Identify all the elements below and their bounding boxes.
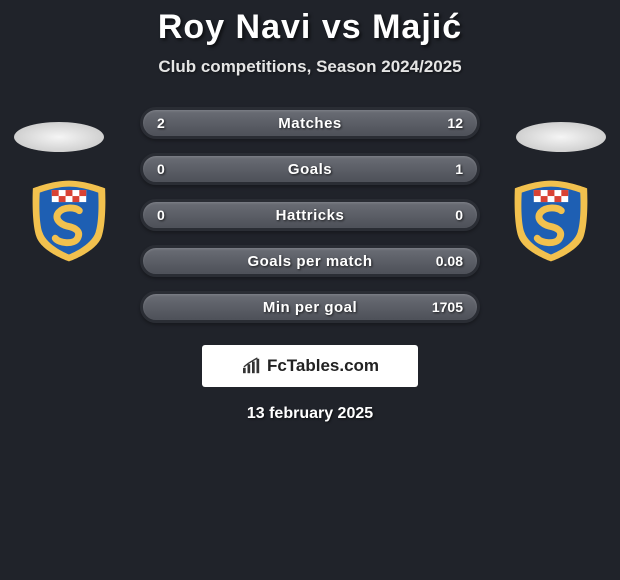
- stat-label: Hattricks: [276, 207, 345, 224]
- shield-icon: [26, 178, 112, 264]
- stat-label: Min per goal: [263, 299, 357, 316]
- stat-right-value: 0: [455, 207, 463, 223]
- stat-label: Matches: [278, 115, 342, 132]
- stats-container: 2 Matches 12 0 Goals 1 0 Hattricks 0 Goa…: [140, 107, 480, 323]
- stat-left-value: 0: [157, 161, 165, 177]
- stat-right-value: 1705: [432, 299, 463, 315]
- stat-right-value: 0.08: [436, 253, 463, 269]
- club-logo-left: [26, 178, 112, 264]
- stat-row-hattricks: 0 Hattricks 0: [140, 199, 480, 231]
- page-title: Roy Navi vs Majić: [0, 8, 620, 47]
- stat-left-value: 0: [157, 207, 165, 223]
- stat-row-min-per-goal: Min per goal 1705: [140, 291, 480, 323]
- stat-row-goals-per-match: Goals per match 0.08: [140, 245, 480, 277]
- stat-left-value: 2: [157, 115, 165, 131]
- stat-right-value: 1: [455, 161, 463, 177]
- stat-label: Goals: [288, 161, 332, 178]
- stat-label: Goals per match: [247, 253, 372, 270]
- player-photo-right: [516, 122, 606, 152]
- player-photo-left: [14, 122, 104, 152]
- chart-icon: [241, 357, 263, 375]
- brand-badge[interactable]: FcTables.com: [202, 345, 418, 387]
- stat-row-matches: 2 Matches 12: [140, 107, 480, 139]
- page-subtitle: Club competitions, Season 2024/2025: [0, 57, 620, 77]
- stat-row-goals: 0 Goals 1: [140, 153, 480, 185]
- footer-date: 13 february 2025: [0, 405, 620, 423]
- club-logo-right: [508, 178, 594, 264]
- stat-right-value: 12: [447, 115, 463, 131]
- brand-text: FcTables.com: [267, 356, 379, 376]
- shield-icon: [508, 178, 594, 264]
